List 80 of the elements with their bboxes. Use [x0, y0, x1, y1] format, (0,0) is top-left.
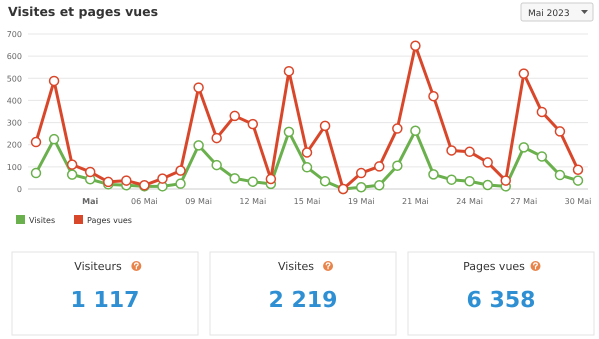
- point: [66, 159, 78, 170]
- point: [229, 110, 240, 122]
- point: [428, 90, 439, 102]
- point: [175, 165, 186, 176]
- point: [48, 76, 60, 86]
- point: [374, 161, 385, 172]
- x-tick-label: 15 Mai: [294, 197, 320, 206]
- text: 2 219: [268, 288, 338, 313]
- point: [392, 160, 403, 171]
- legend-label: Visites: [29, 216, 56, 225]
- text: Visiteurs: [74, 260, 122, 273]
- point: [374, 180, 385, 190]
- x-tick-label: 24 Mai: [456, 197, 483, 206]
- x-tick-label: Mai: [82, 197, 99, 206]
- point: [284, 126, 294, 138]
- y-tick-label: 600: [6, 52, 22, 62]
- point: [284, 66, 294, 76]
- y-tick-label: 700: [6, 30, 22, 39]
- x-tick-label: 06 Mai: [131, 197, 158, 206]
- point: [464, 146, 475, 158]
- point: [248, 176, 258, 187]
- point: [572, 164, 584, 175]
- point: [266, 174, 276, 184]
- point: [211, 132, 222, 144]
- chart-title: Visites et pages vues: [8, 4, 158, 19]
- y-tick-label: 200: [6, 140, 22, 150]
- point: [536, 151, 548, 162]
- point: [482, 157, 493, 168]
- point: [175, 178, 186, 189]
- point: [157, 173, 168, 184]
- y-tick-label: 500: [6, 74, 22, 84]
- point: [248, 118, 258, 130]
- point: [229, 173, 240, 184]
- y-tick-label: 100: [6, 162, 22, 172]
- point: [103, 176, 114, 188]
- y-tick-label: 400: [6, 96, 22, 106]
- point: [446, 145, 457, 156]
- point: [518, 142, 530, 153]
- point: [410, 126, 421, 136]
- x-tick-label: 30 Mai: [564, 197, 592, 206]
- point: [193, 140, 204, 151]
- text: Pages vues: [463, 260, 526, 273]
- point: [554, 170, 566, 180]
- x-tick-label: 19 Mai: [348, 197, 375, 206]
- point: [356, 182, 366, 192]
- point: [84, 166, 96, 178]
- point: [30, 136, 42, 148]
- point: [320, 120, 330, 132]
- text: Mai 2023: [528, 9, 570, 19]
- point: [500, 175, 511, 186]
- point: [48, 134, 60, 144]
- point: [536, 106, 548, 118]
- point: [464, 176, 475, 186]
- point: [320, 176, 330, 186]
- point: [121, 175, 132, 186]
- point: [356, 168, 366, 178]
- y-tick-label: 0: [16, 185, 22, 194]
- point: [572, 175, 584, 186]
- point: [302, 147, 312, 158]
- text: Visites: [278, 260, 314, 273]
- y-tick-label: 300: [6, 118, 22, 128]
- point: [482, 180, 493, 190]
- text: 1 117: [70, 288, 140, 313]
- x-tick-label: 27 Mai: [510, 197, 538, 206]
- point: [554, 126, 566, 137]
- point: [392, 123, 403, 134]
- point: [518, 68, 530, 79]
- point: [428, 169, 439, 180]
- point: [193, 82, 204, 93]
- point: [410, 40, 421, 51]
- point: [446, 174, 457, 185]
- point: [30, 168, 42, 178]
- text: 6 358: [466, 288, 536, 313]
- point: [66, 169, 78, 180]
- x-tick-label: 12 Mai: [239, 197, 266, 206]
- x-tick-label: 09 Mai: [185, 197, 212, 206]
- point: [211, 160, 222, 170]
- legend-label: Pages vues: [87, 216, 132, 225]
- point: [302, 162, 312, 173]
- x-tick-label: 21 Mai: [402, 197, 429, 206]
